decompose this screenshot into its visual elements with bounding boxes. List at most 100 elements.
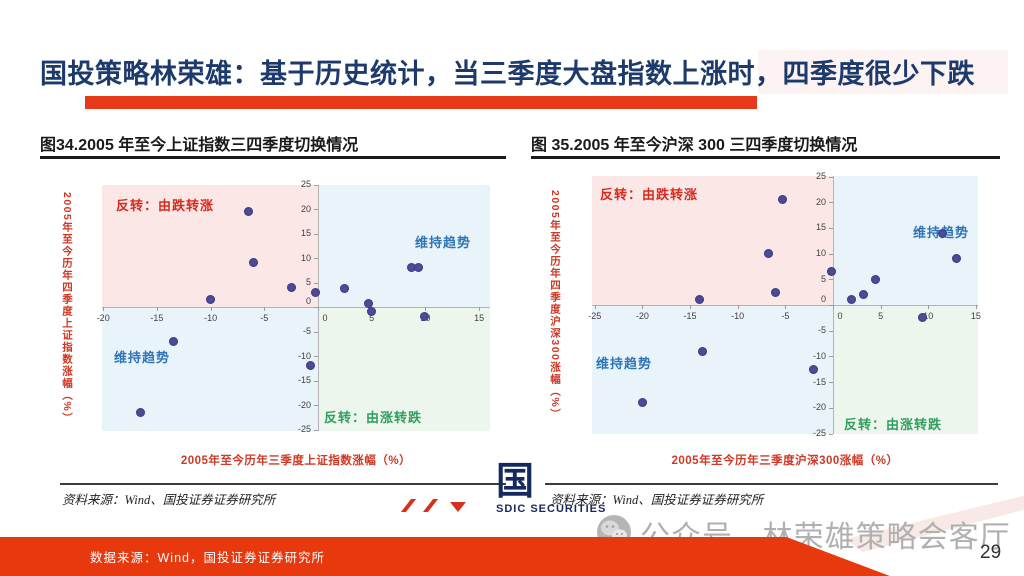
page-title: 国投策略林荣雄：基于历史统计，当三季度大盘指数上涨时，四季度很少下跌 [40, 59, 975, 89]
y-tick-label: -10 [812, 350, 826, 361]
y-tick-mark [314, 405, 318, 406]
y-tick-label: 5 [820, 273, 826, 284]
csi300-y-axis-title: 2005年至今历年四季度沪深300涨幅（%） [549, 189, 561, 421]
data-point [826, 267, 836, 277]
page-number: 29 [980, 542, 1002, 563]
data-point [771, 287, 781, 297]
data-point [697, 346, 707, 356]
scatter-plot-sse: 2520151050-5-10-15-20-25-20-15-10-505101… [97, 179, 490, 434]
x-tick-mark [264, 307, 266, 311]
x-tick-label: 0 [322, 313, 328, 323]
y-tick-mark [314, 307, 318, 308]
x-tick-label: -20 [635, 311, 649, 321]
quadrant-label-reversal-up: 反转：由跌转涨 [116, 198, 215, 213]
x-tick-mark [479, 307, 481, 311]
data-point [243, 206, 253, 216]
data-point [419, 312, 429, 322]
quadrant-bottom-left [592, 305, 833, 434]
fig34-title-underline [40, 156, 506, 159]
data-point [952, 254, 962, 264]
y-tick-label: -15 [297, 375, 311, 385]
data-point [414, 263, 424, 273]
quadrant-label-reversal-down: 反转：由涨转跌 [844, 417, 943, 432]
x-tick-label: -5 [260, 313, 269, 323]
sdic-brand: 国 SDIC SECURITIES [496, 462, 606, 515]
x-tick-label: 15 [970, 311, 981, 321]
quadrant-top-left [102, 185, 318, 307]
footer-band: 数据来源：Wind，国投证券证券研究所 [0, 537, 890, 576]
x-tick-mark [156, 307, 158, 311]
x-tick-label: -15 [683, 311, 697, 321]
data-point [340, 283, 350, 293]
data-point [286, 282, 296, 292]
x-tick-label: 15 [474, 313, 485, 323]
data-point [206, 295, 216, 305]
title-highlight [758, 50, 1008, 94]
x-tick-mark [318, 307, 319, 311]
x-tick-label: 5 [369, 313, 375, 323]
quadrant-label-reversal-up: 反转：由跌转涨 [600, 187, 699, 202]
quadrant-label-trend-down: 维持趋势 [596, 356, 653, 371]
quadrant-bottom-right [833, 305, 978, 434]
x-tick-mark [210, 307, 212, 311]
data-point [363, 299, 373, 309]
y-tick-mark [314, 209, 318, 210]
y-tick-label: -15 [812, 376, 826, 387]
y-tick-label: 25 [815, 171, 826, 181]
x-tick-label: -15 [150, 313, 164, 323]
data-point [858, 290, 868, 300]
data-point [311, 287, 321, 297]
y-tick-mark [314, 356, 318, 357]
x-tick-mark [785, 305, 787, 309]
data-point [367, 307, 377, 317]
y-tick-label: 20 [815, 196, 826, 207]
y-tick-label: 25 [300, 179, 311, 189]
red-triangle-mark [450, 502, 466, 512]
data-point [918, 313, 928, 323]
y-tick-mark [829, 176, 833, 178]
data-point [809, 364, 819, 374]
y-tick-label: 20 [300, 203, 311, 214]
sdic-brand-name: SDIC SECURITIES [496, 503, 607, 515]
sdic-logo-glyph: 国 [496, 461, 535, 503]
x-tick-mark [690, 305, 692, 309]
quadrant-top-right [833, 176, 978, 305]
x-tick-mark [833, 305, 834, 309]
x-tick-mark [880, 305, 882, 309]
y-tick-label: 0 [820, 293, 826, 304]
y-tick-mark [829, 407, 833, 409]
y-tick-mark [314, 258, 318, 259]
x-axis-line [102, 307, 490, 308]
y-tick-mark [829, 305, 833, 306]
x-tick-label: -10 [204, 313, 218, 323]
data-point [871, 274, 881, 284]
quadrant-label-reversal-down: 反转：由涨转跌 [324, 410, 423, 425]
sse-y-axis-title: 2005年至今历年四季度上证指数涨幅（%） [61, 191, 73, 425]
x-tick-mark [642, 305, 644, 309]
data-point [305, 361, 315, 371]
y-tick-mark [829, 330, 833, 332]
data-point [406, 263, 416, 273]
fig35-title: 图 35.2005 年至今沪深 300 三四季度切换情况 [531, 137, 858, 154]
data-point [695, 295, 705, 305]
data-point [938, 228, 948, 238]
y-tick-mark [314, 282, 318, 284]
data-point [763, 249, 773, 259]
x-tick-mark [975, 305, 977, 309]
y-tick-label: -5 [817, 325, 826, 336]
x-tick-label: -25 [588, 311, 602, 321]
fig34-title: 图34.2005 年至今上证指数三四季度切换情况 [40, 137, 359, 154]
y-tick-mark [829, 202, 833, 204]
x-tick-label: 0 [837, 311, 843, 321]
y-tick-label: -20 [297, 399, 311, 410]
x-axis-line [592, 305, 978, 306]
y-tick-label: 10 [815, 248, 826, 259]
y-tick-mark [829, 253, 833, 255]
data-point [249, 258, 259, 268]
x-tick-mark [425, 307, 427, 311]
y-tick-label: -20 [812, 402, 826, 413]
quadrant-bottom-right [318, 307, 490, 431]
y-tick-mark [829, 433, 833, 435]
x-tick-label: -10 [731, 311, 745, 321]
right-source-divider [545, 483, 998, 485]
